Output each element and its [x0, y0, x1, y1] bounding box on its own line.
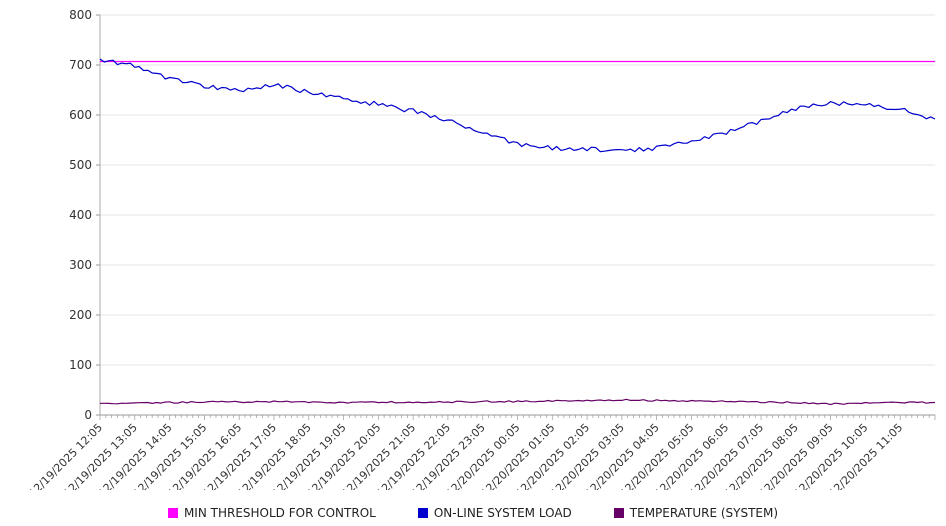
legend-swatch — [167, 508, 178, 518]
y-tick-label: 0 — [84, 408, 92, 422]
chart-legend: MIN THRESHOLD FOR CONTROL ON-LINE SYSTEM … — [0, 506, 946, 520]
legend-label: ON-LINE SYSTEM LOAD — [433, 506, 572, 520]
legend-label: MIN THRESHOLD FOR CONTROL — [183, 506, 376, 520]
legend-swatch — [613, 508, 624, 518]
legend-swatch — [417, 508, 428, 518]
y-tick-label: 400 — [69, 208, 92, 222]
series-line-2 — [100, 398, 936, 406]
x-tick-label: 12/19/2025 12:05 — [26, 421, 105, 490]
y-tick-label: 300 — [69, 258, 92, 272]
series-line-1 — [99, 58, 936, 153]
chart-canvas: 0 100 200 300 400 500 600 700 800 12/19/2025 12:0… — [26, 8, 936, 500]
y-tick-label: 600 — [69, 108, 92, 122]
legend-item: TEMPERATURE (SYSTEM) — [613, 506, 779, 520]
y-tick-label: 700 — [69, 58, 92, 72]
y-tick-label: 800 — [69, 8, 92, 22]
y-tick-label: 100 — [69, 358, 92, 372]
legend-label: TEMPERATURE (SYSTEM) — [629, 506, 779, 520]
y-tick-label: 200 — [69, 308, 92, 322]
legend-item: ON-LINE SYSTEM LOAD — [417, 506, 572, 520]
legend-item: MIN THRESHOLD FOR CONTROL — [167, 506, 376, 520]
y-tick-label: 500 — [69, 158, 92, 172]
